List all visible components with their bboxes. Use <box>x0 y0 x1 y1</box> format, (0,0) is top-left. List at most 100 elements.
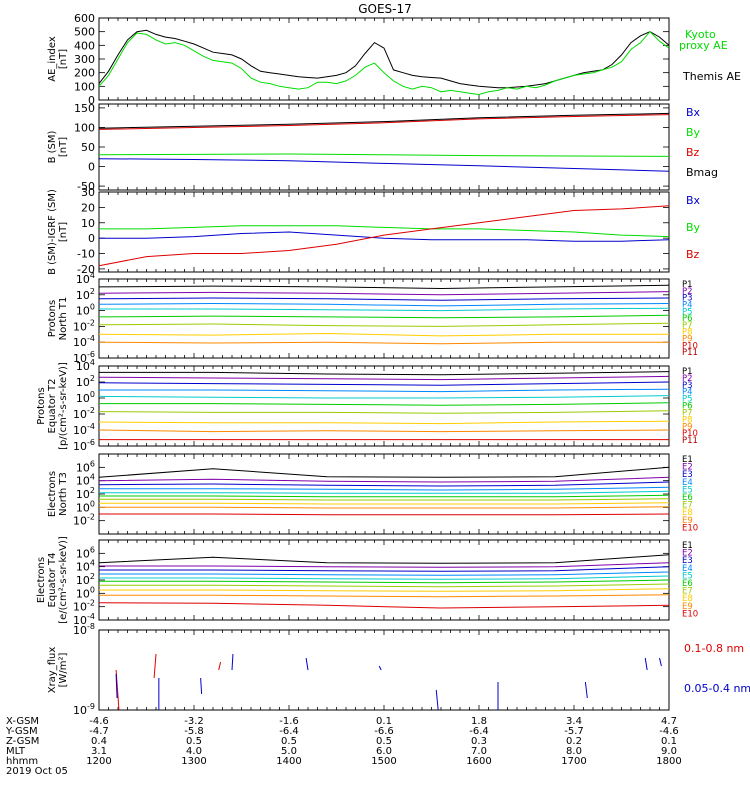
ae-frame <box>98 17 670 101</box>
en-frame <box>98 453 670 535</box>
bsm-legend-bz: Bz <box>686 146 700 159</box>
ee-series-line <box>99 562 670 568</box>
pn-series-line <box>98 297 670 301</box>
pe-y-tick-label: 104 <box>76 358 95 373</box>
axis-row-value: 1200 <box>86 756 111 767</box>
ae-legend-themis: Themis AE <box>682 70 741 83</box>
pn-series-line <box>98 291 670 296</box>
ee-y-tick-label: 106 <box>76 545 95 560</box>
bdiff-ylabel: [nT] <box>58 222 69 242</box>
ae-series-line <box>98 29 670 89</box>
en-series-line <box>98 481 670 487</box>
ae-y-tick-label: 500 <box>74 26 95 39</box>
ee-series-line <box>99 594 670 598</box>
en-ylabel: North T3 <box>58 472 69 516</box>
axis-row-value: 1700 <box>561 756 586 767</box>
en-series-line <box>99 494 670 498</box>
bdiff-y-tick-label: 30 <box>81 186 95 199</box>
pe-legend-p1: P1 <box>682 367 693 377</box>
en-series-line <box>99 486 670 491</box>
xray-ylabel: [W/m²] <box>58 652 69 687</box>
pe-legend-p11: P11 <box>682 436 698 446</box>
ee-legend-e5: E5 <box>682 571 693 581</box>
ae-y-tick-label: 400 <box>74 39 95 52</box>
ee-legend-e9: E9 <box>682 602 693 612</box>
axis-row-value: -5.7 <box>564 726 584 737</box>
pe-series-line <box>98 410 670 414</box>
xray-y-tick-label: 10-9 <box>73 702 95 717</box>
bdiff-y-tick-label: -10 <box>77 248 95 261</box>
bdiff-frame <box>98 191 670 273</box>
pn-series-line <box>99 307 670 312</box>
ee-legend-e1: E1 <box>682 541 693 551</box>
bdiff-y-tick-label: 0 <box>88 232 95 245</box>
xray-series-segment <box>115 673 118 699</box>
xray-series-segment <box>153 653 157 679</box>
en-ylabel: Electrons <box>47 471 58 517</box>
bsm-ylabel: [nT] <box>58 137 69 157</box>
pe-y-tick-label: 102 <box>76 374 95 389</box>
axis-row-value: -4.6 <box>89 716 109 727</box>
bdiff-legend-bz: Bz <box>686 248 700 261</box>
ee-series-line <box>99 566 670 572</box>
pe-legend-p6: P6 <box>682 402 693 412</box>
axis-row-value: 0.3 <box>471 736 487 747</box>
pn-y-tick-label: 10-6 <box>73 350 95 365</box>
axis-row-label: Z-GSM <box>6 736 39 747</box>
pn-y-tick-label: 102 <box>76 287 95 302</box>
axis-row-value: 0.2 <box>566 736 582 747</box>
pe-legend-p3: P3 <box>682 381 693 391</box>
en-legend-e3: E3 <box>682 470 693 480</box>
en-y-tick-label: 10-2 <box>73 513 95 528</box>
en-series-line <box>98 466 670 478</box>
ee-y-tick-label: 10-4 <box>73 612 95 627</box>
ee-legend-e2: E2 <box>682 549 693 559</box>
ae-ylabel: [nT] <box>58 49 69 69</box>
pn-ylabel: North T1 <box>58 297 69 341</box>
en-legend-e8: E8 <box>682 508 693 518</box>
pn-y-tick-label: 10-4 <box>73 334 95 349</box>
pn-series-line <box>98 314 670 319</box>
ee-y-tick-label: 104 <box>76 559 95 574</box>
xray-series-segment <box>584 681 588 699</box>
pe-legend-p10: P10 <box>682 429 698 439</box>
ae-y-tick-label: 600 <box>74 12 95 25</box>
axis-row-value: -4.7 <box>89 726 109 737</box>
ee-series-line <box>99 588 670 592</box>
axis-row-value: 1.8 <box>471 716 487 727</box>
bdiff-series-line <box>98 205 670 267</box>
pe-y-tick-label: 10-4 <box>73 422 95 437</box>
en-series-line <box>99 513 670 516</box>
xray-series-segment <box>378 665 382 671</box>
en-legend-e5: E5 <box>682 485 693 495</box>
pe-series-line <box>98 375 670 381</box>
en-y-tick-label: 102 <box>76 486 95 501</box>
pe-series-line <box>99 388 670 393</box>
xray-legend-short: 0.05-0.4 nm <box>684 682 750 695</box>
pn-legend-p4: P4 <box>682 300 693 310</box>
bdiff-legend-by: By <box>686 221 701 234</box>
en-series-line <box>99 490 670 494</box>
ee-series-line <box>99 579 670 584</box>
bsm-y-tick-label: 0 <box>88 161 95 174</box>
pn-y-tick-label: 10-2 <box>73 318 95 333</box>
axis-row-label: Y-GSM <box>5 726 38 737</box>
pe-ylabel: [p/(cm²-s-sr-keV)] <box>58 362 69 450</box>
date-label: 2019 Oct 05 <box>6 766 68 777</box>
bsm-legend-by: By <box>686 126 701 139</box>
ee-series-line <box>98 554 670 564</box>
axis-row-value: 1800 <box>656 756 681 767</box>
en-legend-e6: E6 <box>682 493 693 503</box>
pn-legend-p9: P9 <box>682 335 693 345</box>
axis-row-value: 8.0 <box>566 746 582 757</box>
en-legend-e10: E10 <box>682 523 698 533</box>
bsm-series-line <box>98 114 670 130</box>
axis-row-value: 0.5 <box>186 736 202 747</box>
ee-legend-e3: E3 <box>682 556 693 566</box>
pn-legend-p6: P6 <box>682 314 693 324</box>
ae-y-tick-label: 100 <box>74 80 95 93</box>
en-series-line <box>99 506 670 509</box>
ee-ylabel: Equator T4 <box>47 553 58 608</box>
en-y-tick-label: 100 <box>76 499 95 514</box>
